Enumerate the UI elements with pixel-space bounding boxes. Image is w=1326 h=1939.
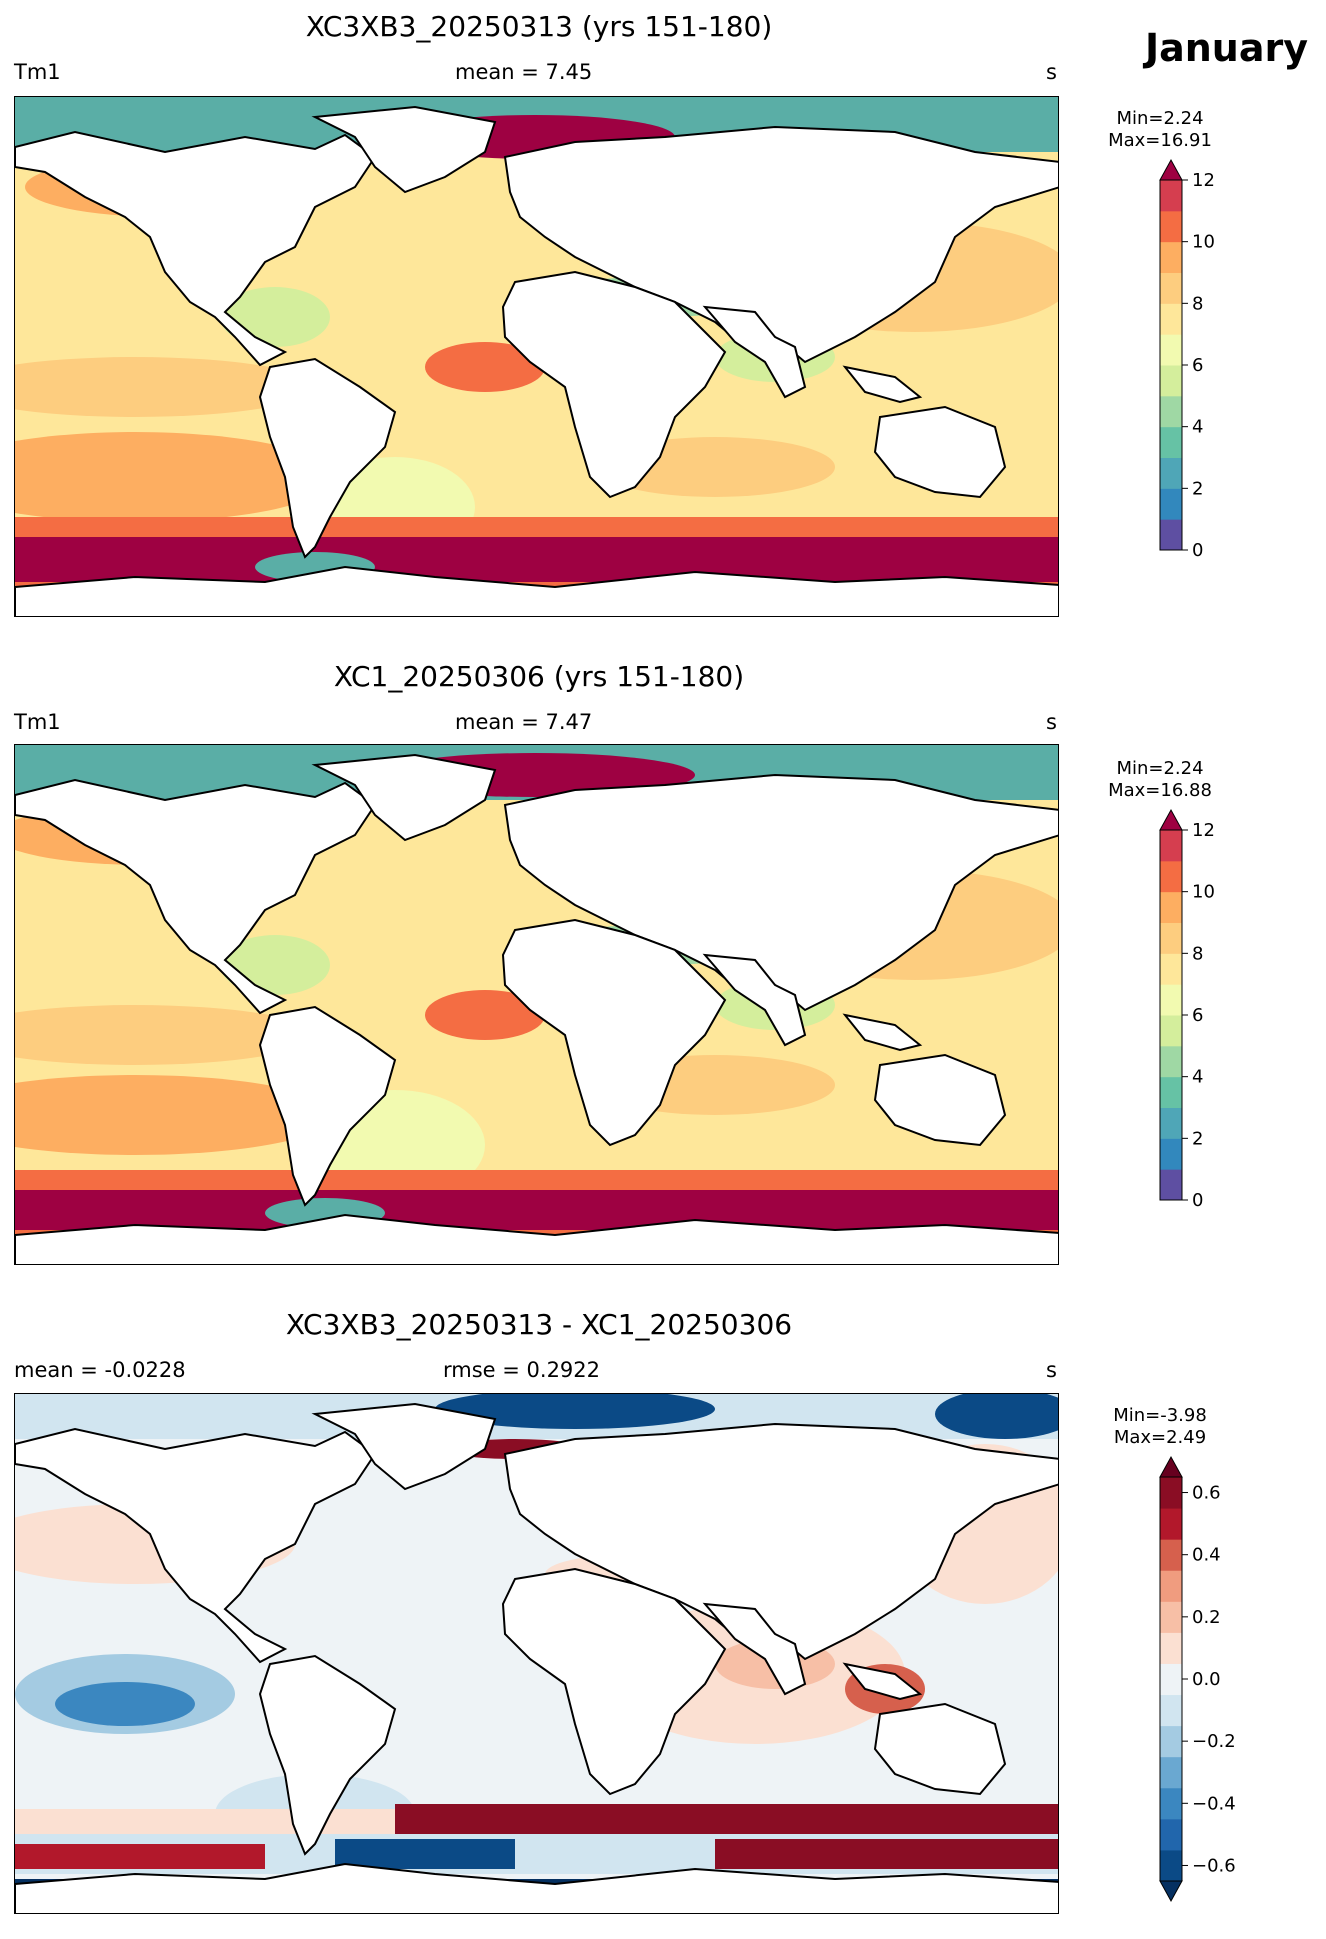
panel-2-units-label: s	[1046, 710, 1057, 734]
colorbar-segment	[1160, 1663, 1182, 1696]
colorbar-segment	[1160, 334, 1182, 366]
panel-1-center-label: mean = 7.45	[455, 60, 593, 84]
colorbar-extend-max	[1159, 158, 1183, 181]
colorbar-segment	[1160, 426, 1182, 458]
panel-2-max-text: Max=16.88	[1108, 780, 1212, 801]
colorbar-segment	[1160, 922, 1182, 954]
colorbar-tick-label: 2	[1192, 1128, 1203, 1149]
colorbar-segment	[1160, 272, 1182, 304]
colorbar-segment	[1160, 891, 1182, 923]
panel-2-title: XC1_20250306 (yrs 151-180)	[333, 660, 745, 693]
panel-1-map	[14, 96, 1059, 617]
colorbar-tick-label: −0.4	[1192, 1793, 1236, 1814]
colorbar-segment	[1160, 241, 1182, 273]
colorbar-tick-label: 0.2	[1192, 1607, 1221, 1628]
colorbar-segment	[1160, 1694, 1182, 1727]
colorbar-tick-label: −0.2	[1192, 1731, 1236, 1752]
panel-2-colorbar: 0 2 4 6 8 10 12	[1159, 808, 1215, 1211]
colorbar-segment	[1160, 1508, 1182, 1540]
colorbar-segment	[1160, 1725, 1182, 1758]
panel-2-map	[14, 744, 1059, 1265]
colorbar-tick-label: 10	[1192, 882, 1215, 903]
panel-2-left-label: Tm1	[14, 710, 61, 734]
colorbar-segment	[1160, 395, 1182, 428]
colorbar-segment	[1160, 1756, 1182, 1789]
colorbar-segment	[1160, 860, 1182, 893]
colorbar-segment	[1160, 1045, 1182, 1078]
panel-2-min-text: Min=2.24	[1116, 758, 1204, 779]
colorbar-tick-label: 8	[1192, 943, 1203, 964]
colorbar-segment	[1160, 1015, 1182, 1047]
colorbar-tick-label: 4	[1192, 417, 1203, 438]
month-label: January	[1144, 26, 1308, 70]
colorbar-segment	[1160, 488, 1182, 520]
colorbar-extend-min	[1159, 1880, 1183, 1903]
colorbar-tick-label: 12	[1192, 820, 1215, 841]
colorbar-segment	[1160, 457, 1182, 489]
colorbar-segment	[1160, 1849, 1182, 1882]
colorbar-tick-label: 8	[1192, 293, 1203, 314]
colorbar-tick-label: 12	[1192, 170, 1215, 191]
colorbar-segment	[1160, 984, 1182, 1016]
panel-2-center-label: mean = 7.47	[455, 710, 593, 734]
panel-3-min-text: Min=-3.98	[1113, 1405, 1207, 1426]
colorbar-tick-label: 0.4	[1192, 1545, 1221, 1566]
colorbar-segment	[1160, 1539, 1182, 1571]
colorbar-segment	[1160, 1818, 1182, 1851]
colorbar-segment	[1160, 1570, 1182, 1602]
panel-3-units-label: s	[1046, 1358, 1057, 1382]
colorbar-segment	[1160, 1076, 1182, 1108]
panel-1-colorbar: 0 2 4 6 8 10 12	[1159, 158, 1215, 561]
colorbar-tick-label: 0.6	[1192, 1483, 1221, 1504]
colorbar-segment	[1160, 1787, 1182, 1820]
colorbar-extend-max	[1159, 808, 1183, 831]
colorbar-segment	[1160, 1477, 1182, 1509]
colorbar-segment	[1160, 1632, 1182, 1664]
panel-1-min-text: Min=2.24	[1116, 108, 1204, 129]
colorbar-tick-label: 6	[1192, 355, 1203, 376]
colorbar-segment	[1160, 1107, 1182, 1139]
colorbar-tick-label: −0.6	[1192, 1855, 1236, 1876]
panel-3-map	[14, 1393, 1059, 1914]
colorbar-tick-label: 4	[1192, 1067, 1203, 1088]
colorbar-extend-max	[1159, 1455, 1183, 1478]
colorbar-segment	[1160, 365, 1182, 397]
colorbar-segment	[1160, 180, 1182, 212]
panel-3-center-label: rmse = 0.2922	[443, 1358, 601, 1382]
colorbar-tick-label: 10	[1192, 232, 1215, 253]
colorbar-tick-label: 0	[1192, 540, 1203, 561]
colorbar-segment	[1160, 1169, 1182, 1201]
panel-3-left-label: mean = -0.0228	[14, 1358, 186, 1382]
colorbar-segment	[1160, 1138, 1182, 1170]
panel-3-max-text: Max=2.49	[1113, 1427, 1207, 1448]
colorbar-tick-label: 2	[1192, 478, 1203, 499]
panel-1-units-label: s	[1046, 60, 1057, 84]
colorbar-segment	[1160, 830, 1182, 862]
colorbar-segment	[1160, 953, 1182, 985]
colorbar-tick-label: 0.0	[1192, 1669, 1221, 1690]
panel-3-title: XC3XB3_20250313 - XC1_20250306	[285, 1308, 793, 1341]
colorbar-segment	[1160, 519, 1182, 551]
panel-3-colorbar: −0.6 −0.4 −0.2 0.0 0.2 0.4 0.6	[1159, 1455, 1236, 1903]
panel-1-left-label: Tm1	[14, 60, 61, 84]
colorbar-segment	[1160, 303, 1182, 335]
colorbar-tick-label: 6	[1192, 1005, 1203, 1026]
colorbar-segment	[1160, 210, 1182, 243]
panel-1-max-text: Max=16.91	[1108, 130, 1212, 151]
colorbar-segment	[1160, 1601, 1182, 1633]
colorbar-tick-label: 0	[1192, 1190, 1203, 1211]
panel-1-title: XC3XB3_20250313 (yrs 151-180)	[305, 10, 773, 43]
